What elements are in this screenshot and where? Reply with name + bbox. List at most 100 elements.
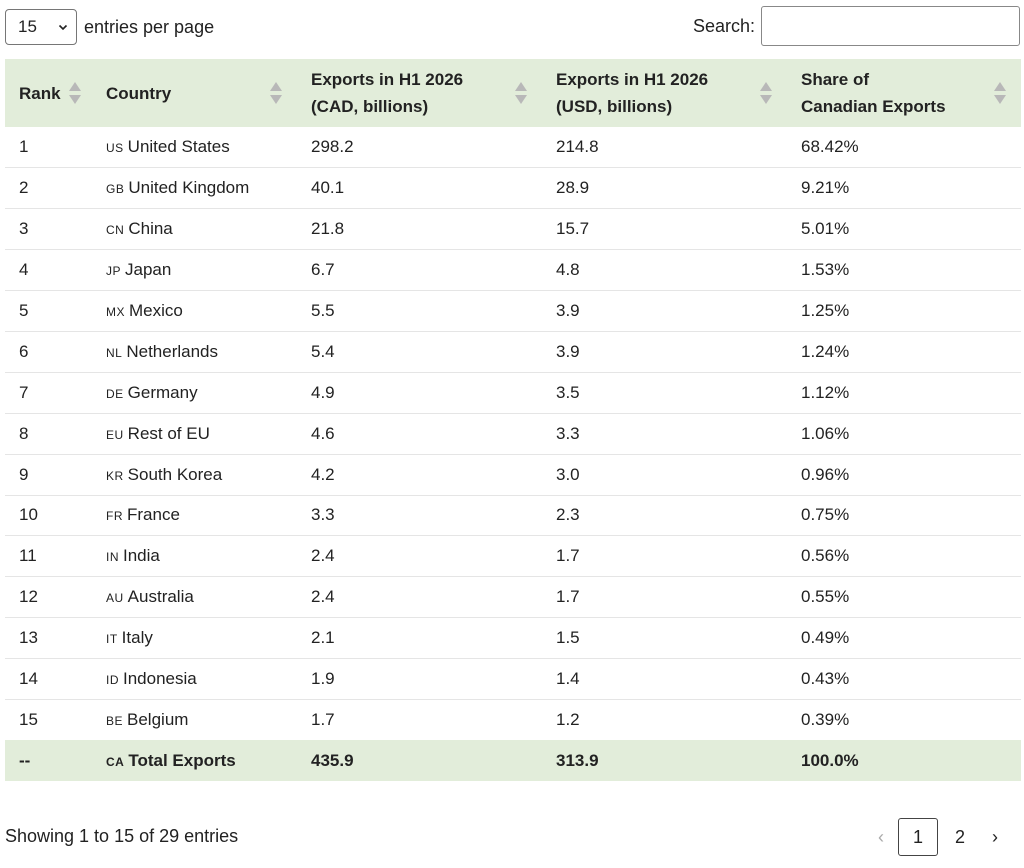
table-row: 14 ID Indonesia 1.9 1.4 0.43% (5, 658, 1021, 700)
entries-per-page-select[interactable]: 15 (5, 9, 77, 45)
sort-both-icon (994, 82, 1006, 104)
country-name: India (123, 546, 160, 566)
exports-table: Rank Country Exports in H1 2026 (CAD, bi… (5, 59, 1021, 782)
cell-country: JP Japan (92, 249, 297, 291)
cell-rank: 5 (5, 290, 92, 332)
column-header-exports-cad[interactable]: Exports in H1 2026 (CAD, billions) (297, 59, 542, 127)
cell-country: AU Australia (92, 576, 297, 618)
cell-exports-usd: 28.9 (542, 167, 787, 209)
cell-rank: 11 (5, 535, 92, 577)
cell-rank: 10 (5, 494, 92, 536)
cell-rank: 4 (5, 249, 92, 291)
cell-share: 0.43% (787, 658, 1021, 700)
table-row: 13 IT Italy 2.1 1.5 0.49% (5, 617, 1021, 659)
cell-country: FR France (92, 494, 297, 536)
table-header-row: Rank Country Exports in H1 2026 (CAD, bi… (5, 59, 1021, 127)
table-info: Showing 1 to 15 of 29 entries (5, 826, 239, 846)
cell-exports-usd: 4.8 (542, 249, 787, 291)
country-code-flag: FR (106, 509, 123, 524)
table-row: 15 BE Belgium 1.7 1.2 0.39% (5, 698, 1021, 741)
table-row: 8 EU Rest of EU 4.6 3.3 1.06% (5, 412, 1021, 455)
column-header-country[interactable]: Country (92, 59, 297, 127)
cell-exports-usd: 3.9 (542, 330, 787, 373)
country-name: Japan (125, 260, 172, 280)
cell-share: 5.01% (787, 208, 1021, 250)
cell-rank: 7 (5, 371, 92, 414)
country-name: Italy (121, 628, 153, 648)
cell-country: EU Rest of EU (92, 412, 297, 455)
cell-exports-usd: 2.3 (542, 494, 787, 536)
country-code-flag: AU (106, 591, 124, 606)
cell-share: 0.39% (787, 698, 1021, 741)
cell-share: 9.21% (787, 167, 1021, 209)
cell-exports-cad: 5.5 (297, 290, 542, 332)
country-code-flag: GB (106, 182, 125, 197)
country-name: Mexico (129, 301, 183, 320)
country-code-flag: EU (106, 427, 124, 442)
cell-country: ID Indonesia (92, 658, 297, 700)
cell-share: 0.49% (787, 617, 1021, 659)
entries-per-page-control: 15 entries per page (5, 8, 214, 46)
table-controls: 15 entries per page Search: (5, 6, 1020, 48)
country-name: South Korea (127, 464, 223, 484)
column-header-share-line1: Share of (801, 70, 870, 89)
cell-country: MX Mexico (92, 290, 297, 332)
cell-share: 1.53% (787, 249, 1021, 291)
cell-exports-usd: 3.3 (542, 412, 787, 455)
entries-per-page-value: 15 (18, 17, 37, 36)
column-header-exports-usd-line1: Exports in H1 2026 (556, 70, 709, 89)
cell-exports-cad: 4.2 (297, 453, 542, 496)
column-header-rank[interactable]: Rank (5, 59, 92, 127)
cell-exports-cad: 1.7 (297, 698, 542, 741)
total-label: Total Exports (128, 750, 236, 770)
cell-share: 0.75% (787, 494, 1021, 536)
cell-exports-usd: 3.5 (542, 371, 787, 414)
cell-exports-usd: 214.8 (556, 137, 599, 157)
column-header-exports-cad-line2: (CAD, billions) (311, 97, 429, 116)
total-exports-usd: 313.9 (556, 750, 599, 770)
pagination-previous[interactable]: ‹ (878, 826, 884, 847)
cell-country: NL Netherlands (92, 330, 297, 373)
cell-exports-cad: 2.4 (297, 535, 542, 577)
pagination-page-2[interactable]: 2 (954, 826, 965, 847)
column-header-exports-usd[interactable]: Exports in H1 2026 (USD, billions) (542, 59, 787, 127)
cell-exports-cad: 6.7 (297, 249, 542, 291)
cell-exports-usd: 1.5 (542, 617, 787, 659)
pagination-page-1[interactable]: 1 (898, 818, 938, 856)
cell-exports-usd: 15.7 (542, 208, 787, 250)
cell-country: KR South Korea (92, 453, 297, 496)
search-label: Search: (692, 15, 755, 36)
country-code-flag: BE (106, 714, 124, 729)
cell-share: 0.96% (787, 453, 1021, 496)
sort-both-icon (515, 82, 527, 104)
country-name: United States (127, 137, 230, 157)
cell-exports-cad: 5.4 (297, 330, 542, 373)
total-share: 100.0% (801, 750, 859, 770)
column-header-exports-usd-line2: (USD, billions) (556, 97, 673, 116)
country-code-flag: NL (106, 345, 123, 360)
country-name: United Kingdom (128, 178, 250, 198)
country-name: China (128, 219, 173, 239)
cell-country: CN China (92, 208, 297, 250)
column-header-rank-label: Rank (19, 83, 61, 103)
total-exports-cad: 435.9 (311, 750, 354, 770)
pagination: ‹ 1 2 › (866, 818, 1010, 856)
country-code-flag: KR (106, 468, 124, 483)
country-code-flag: DE (106, 386, 124, 401)
pagination-next[interactable]: › (992, 826, 998, 847)
country-code-flag: MX (106, 305, 125, 319)
table-row: 6 NL Netherlands 5.4 3.9 1.24% (5, 330, 1021, 373)
table-row: 4 JP Japan 6.7 4.8 1.53% (5, 249, 1021, 291)
search-input[interactable] (761, 6, 1020, 46)
cell-exports-cad: 40.1 (297, 167, 542, 209)
country-name: Germany (127, 382, 198, 402)
country-code-flag: CA (106, 754, 125, 769)
cell-exports-usd: 1.2 (542, 698, 787, 741)
cell-share: 0.55% (787, 576, 1021, 618)
cell-rank: 8 (5, 412, 92, 455)
column-header-share[interactable]: Share of Canadian Exports (787, 59, 1021, 127)
country-code-flag: ID (106, 673, 119, 688)
cell-exports-cad: 2.1 (297, 617, 542, 659)
cell-share: 1.25% (787, 290, 1021, 332)
sort-both-icon (760, 82, 772, 104)
